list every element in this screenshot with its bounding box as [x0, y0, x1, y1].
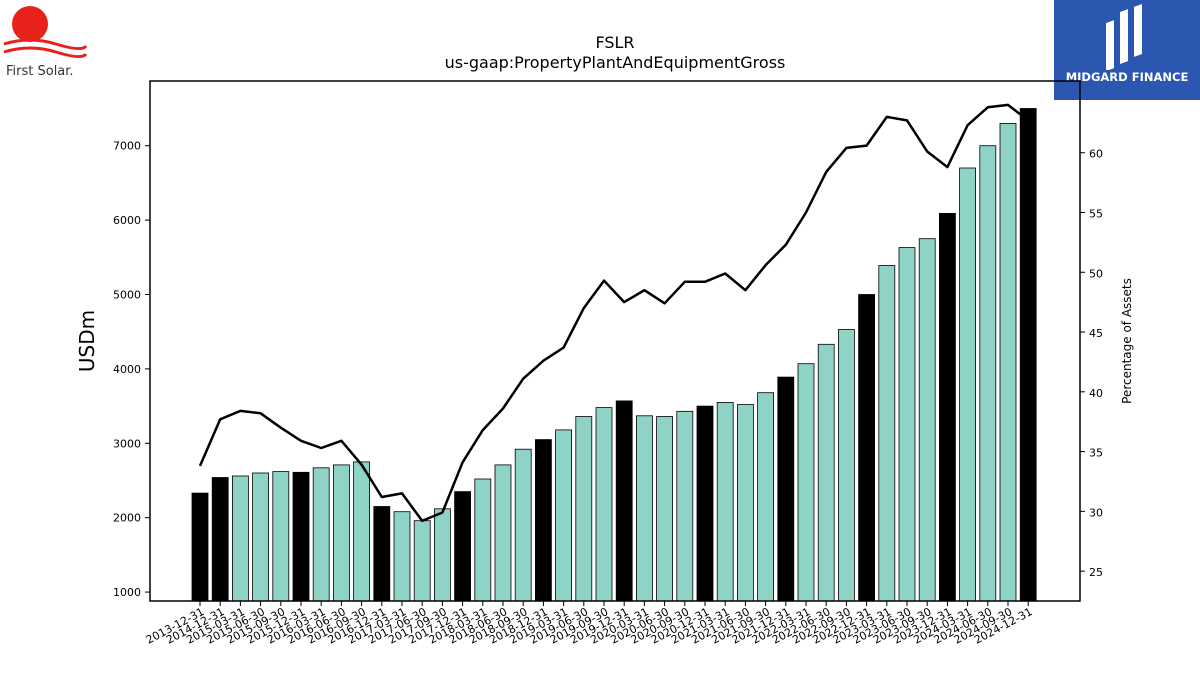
y-tick-label: 6000: [113, 214, 141, 227]
y2-tick-label: 45: [1089, 327, 1103, 340]
bar: [999, 123, 1017, 602]
midgard-finance-logo-text: MIDGARD FINANCE: [1065, 70, 1189, 84]
bar: [312, 467, 330, 602]
bar: [595, 407, 613, 602]
chart-title: FSLR: [595, 33, 634, 52]
bar: [474, 478, 492, 602]
y-tick-label: 2000: [113, 512, 141, 525]
y-axis-label: USDm: [75, 310, 99, 372]
bar: [555, 429, 572, 602]
midgard-finance-emblem-icon: [1106, 3, 1142, 72]
first-solar-logo: First Solar.: [0, 0, 100, 90]
y-tick-label: 7000: [113, 140, 141, 153]
bar: [272, 471, 290, 602]
bar: [737, 404, 754, 602]
plot-frame: [149, 80, 1081, 602]
y-tick-label: 5000: [113, 289, 141, 302]
bar-series: [191, 108, 1037, 602]
bar: [878, 265, 896, 602]
y2-tick-label: 55: [1089, 207, 1103, 220]
chart-subtitle: us-gaap:PropertyPlantAndEquipmentGross: [445, 53, 786, 72]
y2-tick-label: 60: [1089, 148, 1103, 161]
bar: [191, 492, 209, 602]
bar: [777, 376, 795, 602]
bar: [252, 472, 270, 602]
bar: [211, 477, 229, 602]
bar: [393, 511, 411, 602]
bar: [615, 400, 633, 602]
bar: [838, 329, 855, 602]
bar: [575, 416, 593, 602]
bar: [292, 471, 310, 602]
bar: [696, 405, 714, 602]
bar: [494, 464, 512, 602]
bar: [858, 294, 875, 602]
bar: [413, 520, 431, 602]
y2-tick-label: 25: [1089, 566, 1103, 579]
y-tick-label: 1000: [113, 586, 141, 599]
bar: [979, 145, 997, 602]
bar: [1019, 108, 1037, 602]
bar: [353, 461, 371, 602]
percentage-line: [198, 103, 1029, 523]
bar: [373, 506, 391, 602]
bar: [636, 415, 653, 602]
line-series: [198, 103, 1029, 523]
bar: [716, 401, 734, 602]
bar: [514, 448, 532, 602]
bar: [676, 410, 694, 602]
bar: [231, 475, 249, 602]
bar: [332, 464, 350, 602]
bar: [898, 247, 916, 602]
bar: [656, 416, 673, 602]
bar: [959, 167, 976, 602]
y2-tick-label: 30: [1089, 506, 1103, 519]
y2-tick-label: 35: [1089, 447, 1103, 460]
bar: [454, 491, 472, 602]
bar: [797, 363, 815, 602]
y2-tick-label: 50: [1089, 267, 1103, 280]
bar: [918, 238, 936, 602]
first-solar-logo-text: First Solar.: [6, 64, 74, 79]
y-tick-label: 4000: [113, 363, 141, 376]
axes: 1000 2000 3000 4000 5000 6000 7000 25 30 35 40 45 50…: [113, 80, 1103, 647]
midgard-finance-logo: MIDGARD FINANCE: [1054, 0, 1200, 100]
bar: [939, 212, 956, 602]
bar: [817, 343, 835, 602]
y-tick-label: 3000: [113, 437, 141, 450]
bar: [757, 392, 774, 602]
bar: [433, 508, 451, 602]
bar: [535, 439, 552, 602]
y2-tick-label: 40: [1089, 387, 1103, 400]
first-solar-sun-icon: [3, 6, 88, 59]
y2-axis-label: Percentage of Assets: [1120, 278, 1134, 404]
